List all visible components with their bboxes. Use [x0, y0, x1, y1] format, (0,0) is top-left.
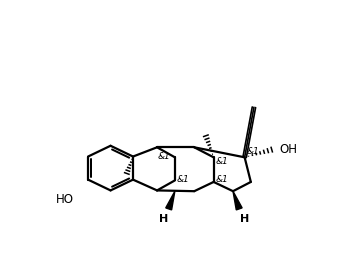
Text: OH: OH [279, 143, 297, 156]
Polygon shape [166, 191, 175, 210]
Text: H: H [240, 214, 249, 224]
Text: &1: &1 [215, 175, 228, 184]
Text: &1: &1 [215, 157, 228, 166]
Text: &1: &1 [246, 147, 259, 156]
Text: HO: HO [56, 193, 74, 206]
Polygon shape [233, 191, 242, 210]
Text: &1: &1 [176, 175, 189, 184]
Text: &1: &1 [158, 152, 170, 161]
Text: H: H [159, 214, 169, 224]
